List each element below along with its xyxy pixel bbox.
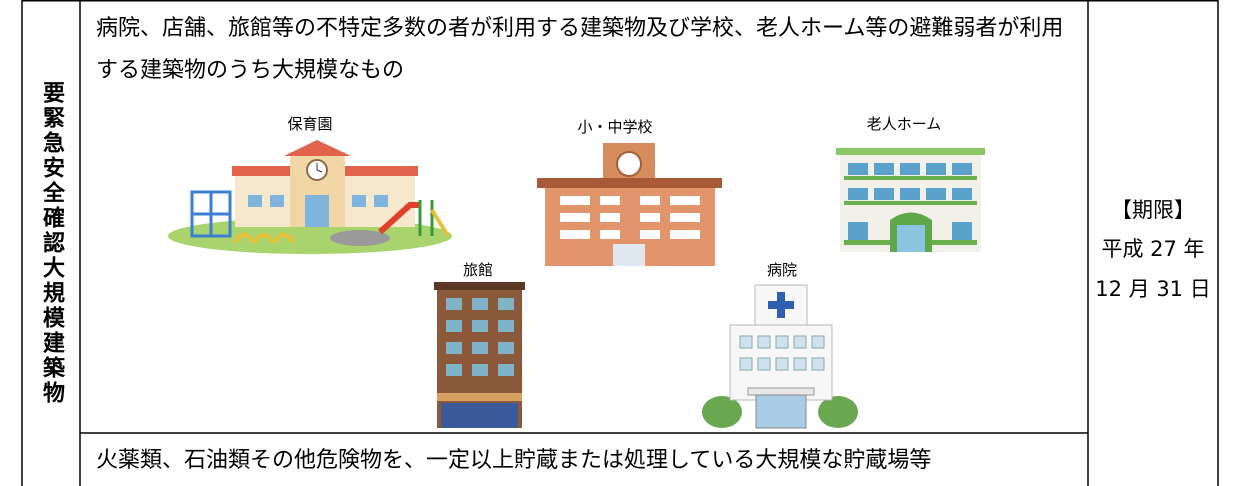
illustration-shape <box>190 190 232 238</box>
illustration-shape <box>498 298 514 310</box>
illustration-shape <box>757 357 771 371</box>
illustration-shape <box>670 213 700 222</box>
illustration-shape <box>926 188 946 200</box>
illustration-shape <box>560 213 590 222</box>
illustration-shape <box>640 213 660 222</box>
illustration-shape <box>616 151 642 177</box>
illustration-shape <box>498 320 514 332</box>
nursery-illustration <box>168 140 452 254</box>
table-borders <box>21 0 1219 486</box>
illustration-shape <box>472 364 488 376</box>
illustration-shape <box>757 335 771 349</box>
illustration-shape <box>270 195 284 207</box>
illustration-shape <box>811 357 825 371</box>
illustration-shape <box>793 357 807 371</box>
illustration-shape <box>472 342 488 354</box>
illustration-shape <box>441 403 518 428</box>
illustration-shape <box>446 320 462 332</box>
illustration-shape <box>739 335 753 349</box>
illustration-shape <box>844 176 977 180</box>
hospital-illustration <box>702 284 858 429</box>
illustration-shape <box>900 188 920 200</box>
illustration-shape <box>446 364 462 376</box>
illustration-shape <box>900 163 920 175</box>
illustration-shape <box>498 342 514 354</box>
illustration-shape <box>234 233 294 244</box>
illustration-label: 病院 <box>766 261 798 279</box>
illustration-shape <box>248 195 262 207</box>
illustration-shape <box>897 225 925 252</box>
illustration-shape <box>640 196 660 205</box>
illustration-shape <box>446 342 462 354</box>
ryokan-illustration <box>434 282 525 428</box>
row-text: 病院、店舗、旅館等の不特定多数の者が利用する建築物及び学校、老人ホーム等の避難弱… <box>96 16 1064 83</box>
illustration-label: 小・中学校 <box>577 118 653 136</box>
deadline-text: 平成 27 年 <box>1101 237 1205 261</box>
illustration-shape <box>670 196 700 205</box>
illustration-shape <box>316 169 323 173</box>
illustration-shape <box>775 357 789 371</box>
illustration-shape <box>600 230 620 239</box>
illustration-shape <box>836 148 985 155</box>
illustration-shape <box>793 335 807 349</box>
deadline-text: 【期限】 <box>1111 198 1195 222</box>
illustration-shape <box>305 195 329 227</box>
illustration-shape <box>430 208 450 238</box>
illustration-shape <box>848 222 868 240</box>
illustration-shape <box>768 301 794 309</box>
illustration-shape <box>755 394 807 429</box>
deadline-text: 12 月 31 日 <box>1095 277 1211 301</box>
illustration-shape <box>702 396 742 428</box>
illustration-shape <box>330 230 390 246</box>
illustration-shape <box>377 202 420 235</box>
illustration-shape <box>437 393 522 401</box>
illustration-shape <box>952 188 972 200</box>
illustration-shape <box>537 178 722 188</box>
illustration-shape <box>613 244 645 266</box>
illustration-shape <box>848 188 868 200</box>
illustration-shape <box>446 298 514 376</box>
illustration-shape <box>952 222 972 240</box>
illustration-shape <box>560 230 590 239</box>
illustration-label: 旅館 <box>462 261 494 279</box>
illustration-shape <box>874 188 894 200</box>
illustration-shape <box>472 298 488 310</box>
illustration-shape <box>739 335 825 371</box>
illustration-shape <box>811 335 825 349</box>
school-illustration <box>537 143 722 266</box>
illustration-shape <box>560 196 590 205</box>
row-text: 火薬類、石油類その他危険物を、一定以上貯蔵または処理している大規模な貯蔵場等 <box>96 448 932 473</box>
illustration-shape <box>926 163 946 175</box>
illustration-shape <box>600 213 620 222</box>
illustration-shape <box>775 335 789 349</box>
illustration-shape <box>848 163 972 240</box>
illustration-shape <box>434 282 525 290</box>
illustration-shape <box>747 387 815 396</box>
illustration-shape <box>352 195 366 207</box>
illustration-shape <box>640 230 660 239</box>
nursing-home-illustration <box>836 148 985 252</box>
illustration-label: 老人ホーム <box>866 115 942 133</box>
illustration-shape <box>600 196 620 205</box>
illustration-shape <box>739 357 753 371</box>
illustration-shape <box>418 200 434 236</box>
illustration-shape <box>670 230 700 239</box>
illustration-shape <box>374 195 388 207</box>
illustration-shape <box>844 201 977 205</box>
category-text: 要緊急安全確認大規模建築物 <box>39 80 64 406</box>
illustration-label: 保育園 <box>287 115 333 133</box>
illustration-shape <box>848 163 868 175</box>
illustration-shape <box>446 298 462 310</box>
category-cell: 要緊急安全確認大規模建築物 <box>22 0 80 486</box>
illustration-shape <box>498 364 514 376</box>
illustration-shape <box>284 140 351 156</box>
illustration-shape <box>952 163 972 175</box>
illustration-shape <box>472 320 488 332</box>
illustration-shape <box>818 396 858 428</box>
illustration-shape <box>560 196 700 239</box>
illustration-shape <box>874 163 894 175</box>
